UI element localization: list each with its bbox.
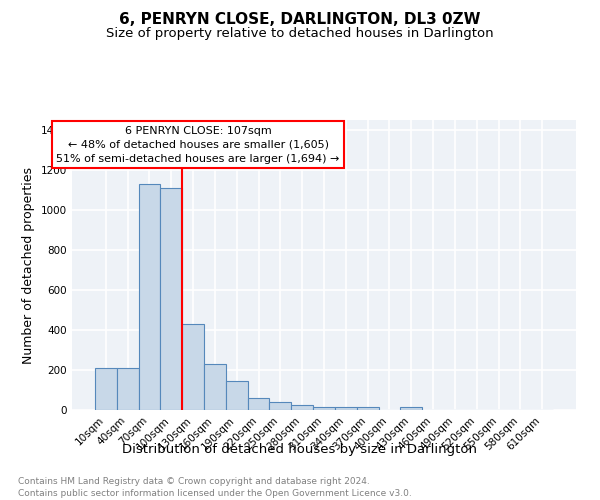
Bar	[204, 364, 226, 410]
Text: 6, PENRYN CLOSE, DARLINGTON, DL3 0ZW: 6, PENRYN CLOSE, DARLINGTON, DL3 0ZW	[119, 12, 481, 28]
Bar	[139, 184, 160, 410]
Text: Size of property relative to detached houses in Darlington: Size of property relative to detached ho…	[106, 28, 494, 40]
Bar	[95, 368, 117, 410]
Bar	[313, 407, 335, 410]
Text: Contains public sector information licensed under the Open Government Licence v3: Contains public sector information licen…	[18, 489, 412, 498]
Bar	[357, 407, 379, 410]
Bar	[182, 324, 204, 410]
Bar	[117, 368, 139, 410]
Bar	[400, 407, 422, 410]
Text: Contains HM Land Registry data © Crown copyright and database right 2024.: Contains HM Land Registry data © Crown c…	[18, 478, 370, 486]
Bar	[335, 407, 357, 410]
Bar	[291, 405, 313, 410]
Bar	[226, 381, 248, 410]
Y-axis label: Number of detached properties: Number of detached properties	[22, 166, 35, 364]
Bar	[160, 188, 182, 410]
Bar	[269, 402, 291, 410]
Bar	[248, 398, 269, 410]
Text: Distribution of detached houses by size in Darlington: Distribution of detached houses by size …	[122, 442, 478, 456]
Text: 6 PENRYN CLOSE: 107sqm
← 48% of detached houses are smaller (1,605)
51% of semi-: 6 PENRYN CLOSE: 107sqm ← 48% of detached…	[56, 126, 340, 164]
